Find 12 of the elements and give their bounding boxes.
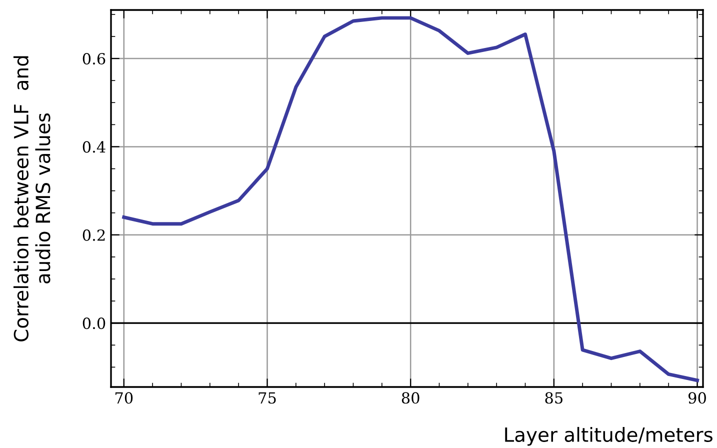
- x-tick-label: 80: [402, 392, 420, 404]
- y-axis-title: Correlation between VLF and audio RMS values: [13, 56, 50, 342]
- y-tick-label: 0.2: [82, 229, 105, 241]
- y-tick-label: 0.0: [82, 318, 106, 330]
- x-tick-label: 75: [258, 392, 276, 404]
- y-tick-label: 0.4: [82, 141, 106, 153]
- x-tick-label: 85: [545, 392, 562, 404]
- x-axis-title: Layer altitude/meters: [505, 426, 712, 446]
- y-tick-label: 0.6: [82, 52, 106, 65]
- x-tick-label: 90: [688, 392, 706, 404]
- line-series: [122, 16, 699, 382]
- x-tick-label: 70: [115, 392, 133, 404]
